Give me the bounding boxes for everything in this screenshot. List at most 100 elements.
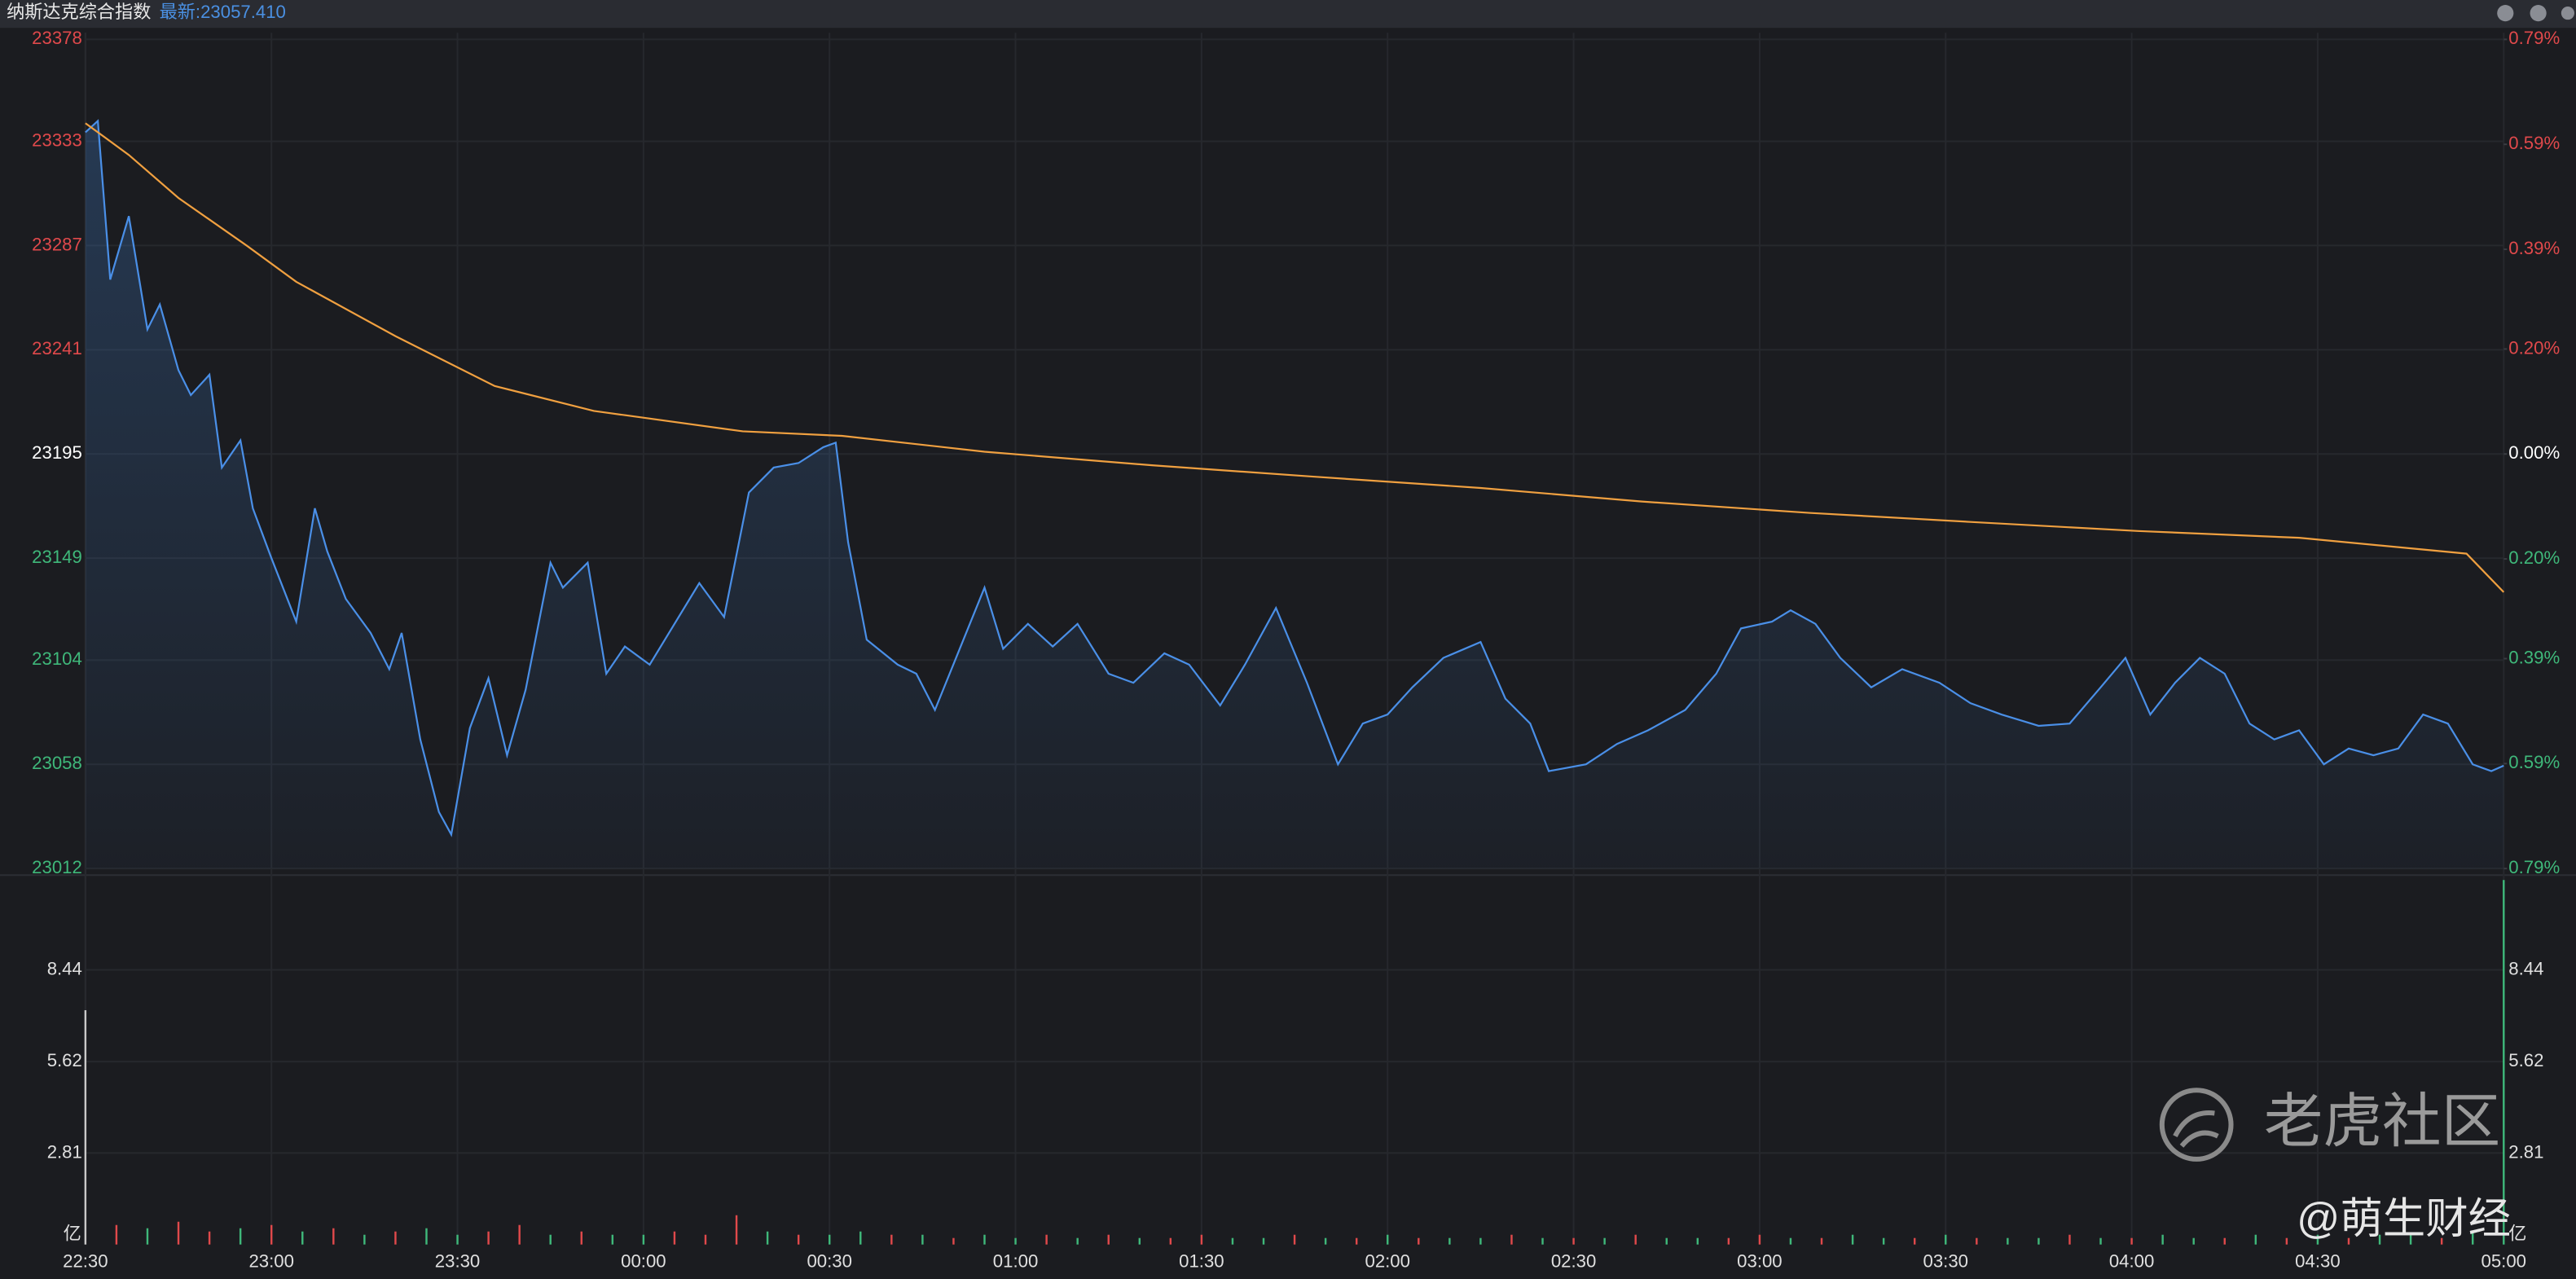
price-line [85,119,2504,837]
volume-tick-label-right: 8.44 [2508,958,2543,978]
volume-bar [1045,1234,1048,1245]
volume-bar [2099,1237,2102,1245]
watermark: 老虎社区 @萌生财经 [2159,1088,2511,1242]
volume-bar [580,1231,582,1245]
volume-bar [2347,1237,2350,1245]
volume-bar [1634,1234,1637,1245]
volume-bar [859,1231,862,1245]
volume-bar [487,1231,490,1245]
volume-bar [1076,1237,1079,1245]
volume-bar [2254,1234,2257,1245]
watermark-logo-stroke [2173,1110,2219,1148]
volume-bar [84,1010,87,1245]
volume-tick-label: 5.62 [47,1050,82,1070]
volume-unit-label-right: 亿 [2508,1223,2526,1243]
volume-bar [2068,1234,2071,1245]
volume-bar [1387,1234,1389,1245]
volume-bar [1014,1237,1017,1245]
volume-bar [983,1234,986,1245]
volume-tick-label-right: 5.62 [2508,1050,2543,1070]
volume-bar [1758,1234,1761,1245]
volume-bar [2038,1237,2040,1245]
volume-bar [1293,1234,1296,1245]
x-tick-label: 00:00 [621,1251,666,1272]
volume-bar [2192,1237,2195,1245]
volume-bar [1324,1237,1327,1245]
x-tick-label: 02:30 [1551,1251,1596,1272]
volume-bar [518,1224,521,1245]
volume-bar [2316,1234,2319,1245]
x-tick-label: 05:00 [2481,1251,2526,1272]
volume-bar [921,1234,924,1245]
volume-bar [1945,1234,1947,1245]
y-tick-label: 23241 [32,338,82,358]
volume-bar [1882,1237,1885,1245]
volume-bar [2007,1237,2009,1245]
x-tick-label: 02:00 [1365,1251,1410,1272]
volume-bar [1541,1237,1544,1245]
x-tick-label: 01:00 [993,1251,1038,1272]
volume-bar [239,1228,242,1245]
volume-bar [2223,1237,2226,1245]
header-bar [0,0,2576,29]
volume-bar [1572,1237,1575,1245]
volume-bar [642,1234,645,1245]
volume-bar [1789,1237,1792,1245]
volume-bar [2130,1237,2133,1245]
volume-bar [1665,1237,1668,1245]
y2-tick-label: 0.79% [2508,28,2560,48]
volume-bar [673,1231,676,1245]
volume-bar [425,1228,428,1245]
volume-bar [1727,1237,1730,1245]
volume-unit-label: 亿 [64,1223,81,1243]
volume-bar [704,1234,707,1245]
volume-bar [2409,1234,2412,1245]
volume-bar [1913,1237,1916,1245]
volume-bar [2378,1234,2381,1245]
x-tick-label: 01:30 [1179,1251,1224,1272]
volume-bar [270,1224,273,1245]
volume-bar [1169,1237,1172,1245]
x-tick-label: 23:30 [435,1251,480,1272]
volume-bar [829,1234,831,1245]
volume-bar [332,1228,335,1245]
zoom-in-button[interactable] [2497,5,2514,22]
volume-bar [890,1234,893,1245]
volume-bar [1418,1237,1420,1245]
zoom-out-button[interactable] [2530,5,2547,22]
average-line [85,122,2505,593]
volume-bar [1138,1237,1141,1245]
x-tick-label: 23:00 [248,1251,293,1272]
volume-bar [2285,1237,2288,1245]
volume-tick-label-right: 2.81 [2508,1141,2543,1162]
y-tick-label: 23012 [32,857,82,877]
y2-tick-label: 0.20% [2508,337,2560,358]
volume-bar [2440,1237,2443,1245]
y-tick-label: 23287 [32,234,82,254]
y-tick-label: 23195 [32,442,82,463]
volume-tick-label: 8.44 [47,958,82,978]
volume-bar [2503,880,2505,1245]
volume-bar [1448,1237,1451,1245]
volume-bar [1479,1237,1482,1245]
volume-bar [1262,1237,1265,1245]
y2-tick-label: 0.79% [2508,857,2560,877]
y2-tick-label: 0.00% [2508,442,2560,463]
subtitle: 最新:23057.410 [160,2,286,22]
y-tick-label: 23333 [32,130,82,150]
watermark-brand: 老虎社区 [2264,1089,2500,1155]
volume-bar [146,1228,149,1245]
volume-bar [1355,1237,1358,1245]
volume-bar [363,1234,366,1245]
volume-bar [1107,1234,1110,1245]
chart-title: 纳斯达克综合指数 [7,2,151,22]
y-tick-label: 23149 [32,547,82,567]
y2-tick-label: 0.20% [2508,547,2560,568]
volume-bar [952,1237,955,1245]
x-tick-label: 04:30 [2295,1251,2340,1272]
volume-bar [1603,1237,1606,1245]
x-tick-label: 04:00 [2109,1251,2154,1272]
settings-button[interactable] [2561,7,2574,20]
